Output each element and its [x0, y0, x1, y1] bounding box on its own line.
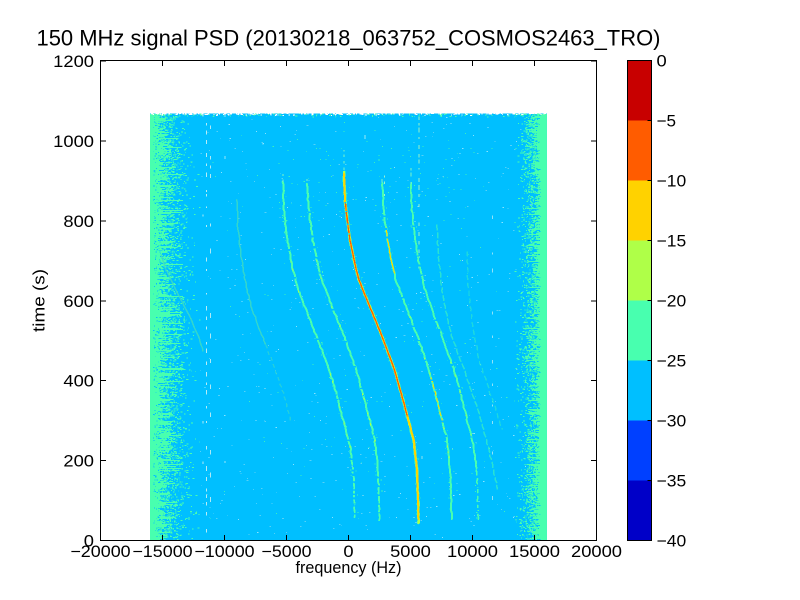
svg-text:−40: −40: [657, 533, 687, 551]
svg-text:1200: 1200: [53, 53, 94, 71]
svg-text:800: 800: [63, 213, 94, 231]
svg-text:200: 200: [63, 453, 94, 471]
svg-text:10000: 10000: [447, 543, 498, 561]
svg-text:1000: 1000: [53, 133, 94, 151]
svg-text:−10: −10: [657, 173, 687, 191]
svg-text:−25: −25: [657, 353, 687, 371]
svg-text:−20000: −20000: [70, 543, 130, 561]
svg-text:15000: 15000: [509, 543, 560, 561]
svg-text:0: 0: [343, 543, 353, 561]
svg-text:−15000: −15000: [132, 543, 192, 561]
svg-text:0: 0: [84, 533, 94, 551]
svg-text:−5000: −5000: [261, 543, 311, 561]
svg-text:time (s): time (s): [31, 269, 49, 332]
svg-text:150 MHz signal PSD (20130218_0: 150 MHz signal PSD (20130218_063752_COSM…: [37, 25, 661, 50]
svg-text:−20: −20: [657, 293, 687, 311]
svg-text:−35: −35: [657, 473, 687, 491]
svg-text:frequency (Hz): frequency (Hz): [296, 559, 402, 577]
svg-text:20000: 20000: [571, 543, 622, 561]
svg-text:−15: −15: [657, 233, 687, 251]
svg-text:0: 0: [657, 53, 667, 71]
svg-text:600: 600: [63, 293, 94, 311]
svg-text:400: 400: [63, 373, 94, 391]
svg-text:−10000: −10000: [194, 543, 254, 561]
svg-text:−5: −5: [657, 113, 677, 131]
svg-text:5000: 5000: [390, 543, 431, 561]
svg-text:−30: −30: [657, 413, 687, 431]
